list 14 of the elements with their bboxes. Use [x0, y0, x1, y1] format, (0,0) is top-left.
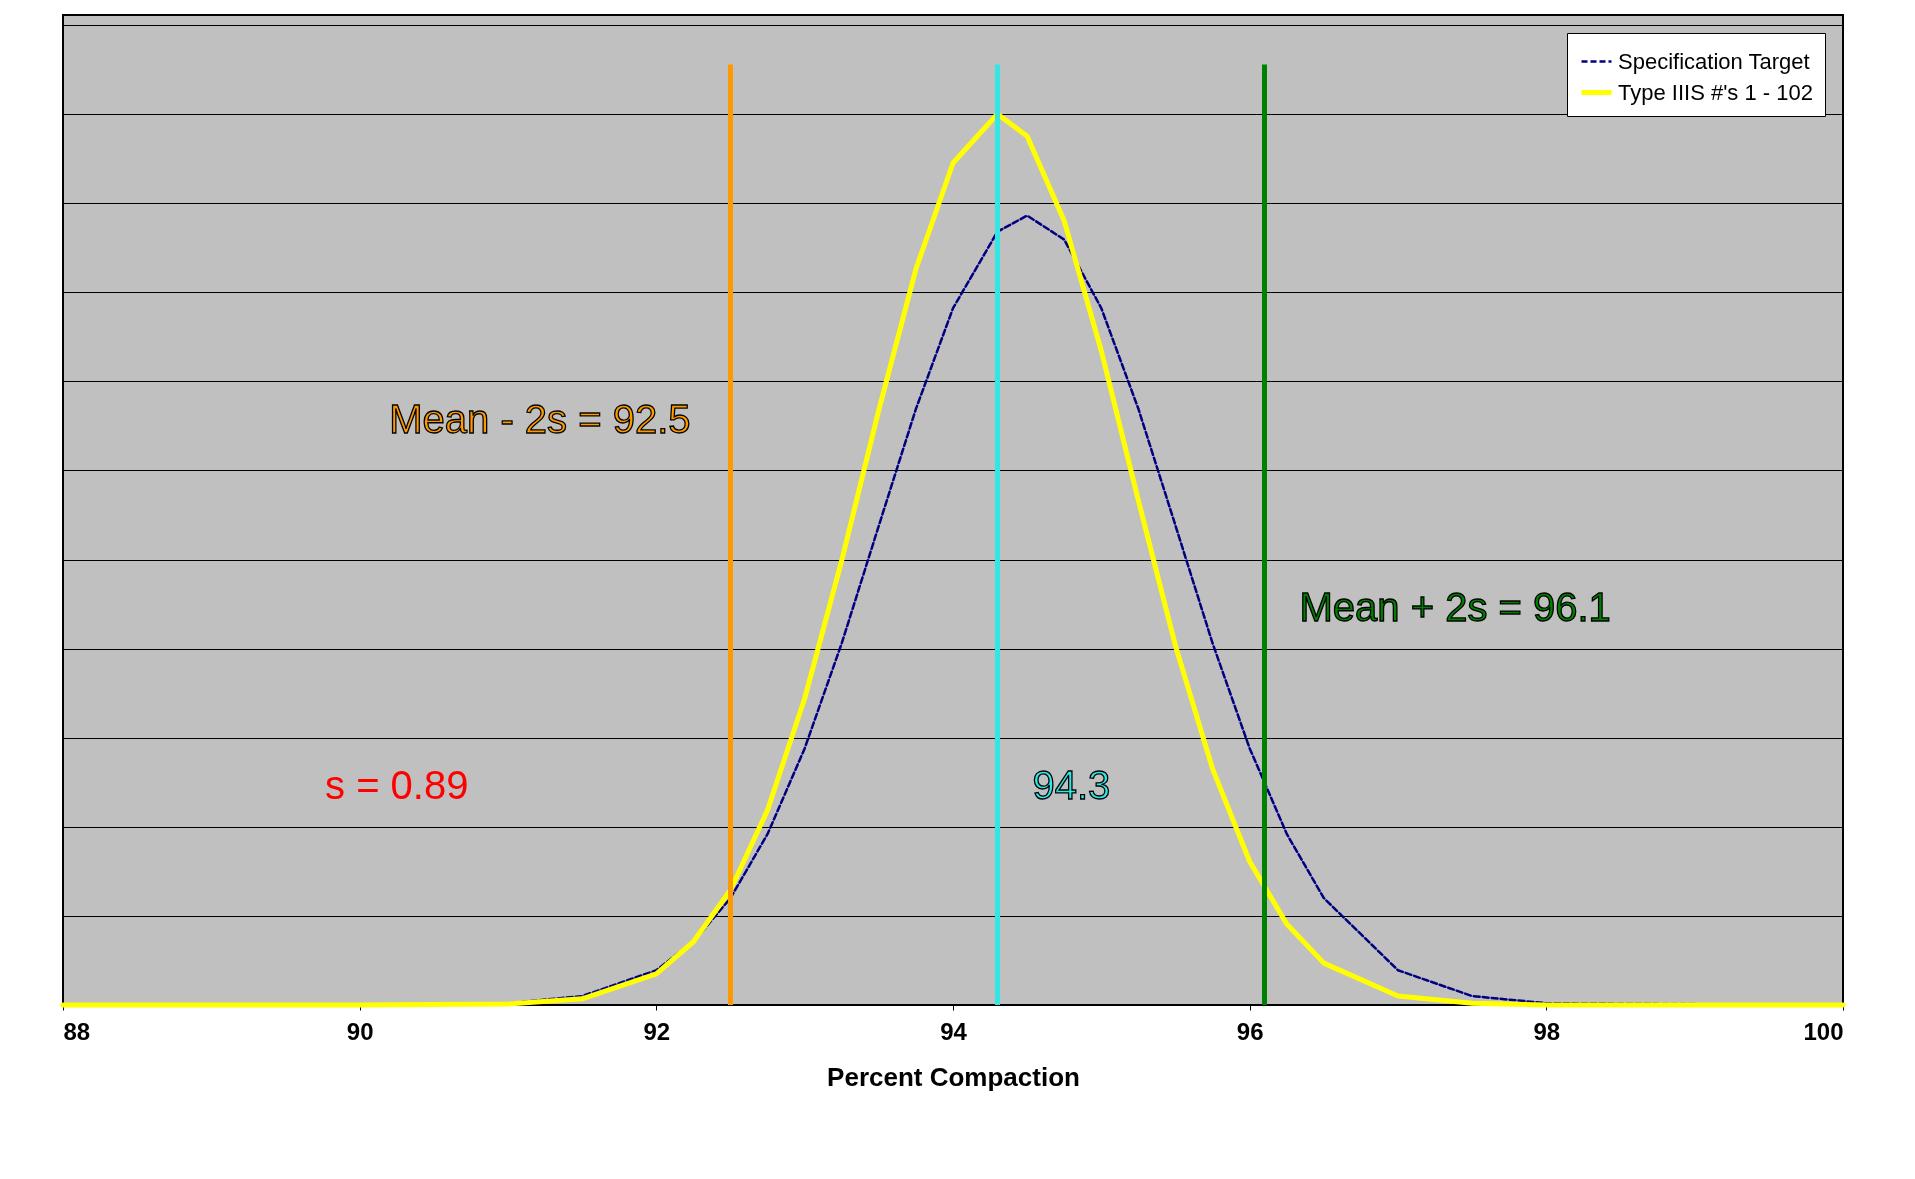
x-tick-label: 96 [1236, 1017, 1264, 1045]
annotation: s = 0.89 [325, 763, 469, 808]
x-tick-label: 98 [1533, 1017, 1561, 1045]
ref-line-label: Mean - 2s = 92.5 [389, 396, 691, 441]
legend-label: Type IIIS #'s 1 - 102 [1618, 79, 1813, 105]
legend-label: Specification Target [1618, 48, 1810, 74]
x-tick-label: 90 [346, 1017, 374, 1045]
x-tick-label: 88 [63, 1017, 91, 1045]
x-axis-title: Percent Compaction [827, 1061, 1080, 1092]
x-tick-label: 100 [1803, 1017, 1844, 1045]
x-tick-label: 92 [643, 1017, 671, 1045]
ref-line-label: 94.3 [1032, 763, 1111, 808]
x-tick-label: 94 [940, 1017, 968, 1045]
ref-line-label: Mean + 2s = 96.1 [1299, 585, 1611, 629]
